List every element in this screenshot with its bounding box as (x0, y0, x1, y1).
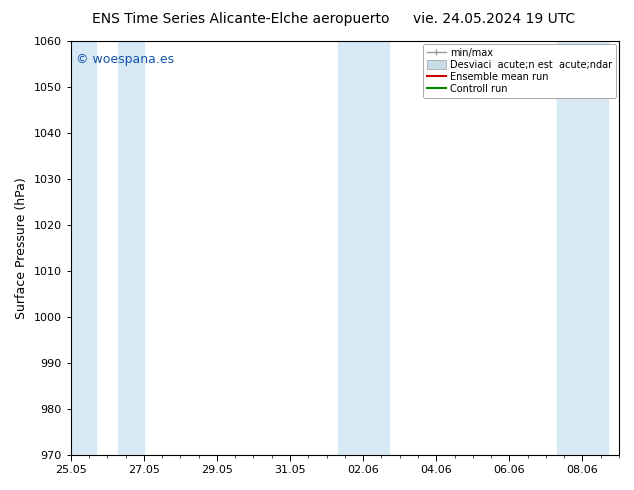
Text: © woespana.es: © woespana.es (76, 53, 174, 67)
Bar (118, 41, 144, 455)
Bar (71, 41, 96, 455)
Bar (557, 41, 608, 455)
Bar (337, 41, 389, 455)
Y-axis label: Surface Pressure (hPa): Surface Pressure (hPa) (15, 177, 28, 318)
Text: ENS Time Series Alicante-Elche aeropuerto: ENS Time Series Alicante-Elche aeropuert… (92, 12, 390, 26)
Legend: min/max, Desviaci  acute;n est  acute;ndar, Ensemble mean run, Controll run: min/max, Desviaci acute;n est acute;ndar… (423, 44, 616, 98)
Text: vie. 24.05.2024 19 UTC: vie. 24.05.2024 19 UTC (413, 12, 576, 26)
